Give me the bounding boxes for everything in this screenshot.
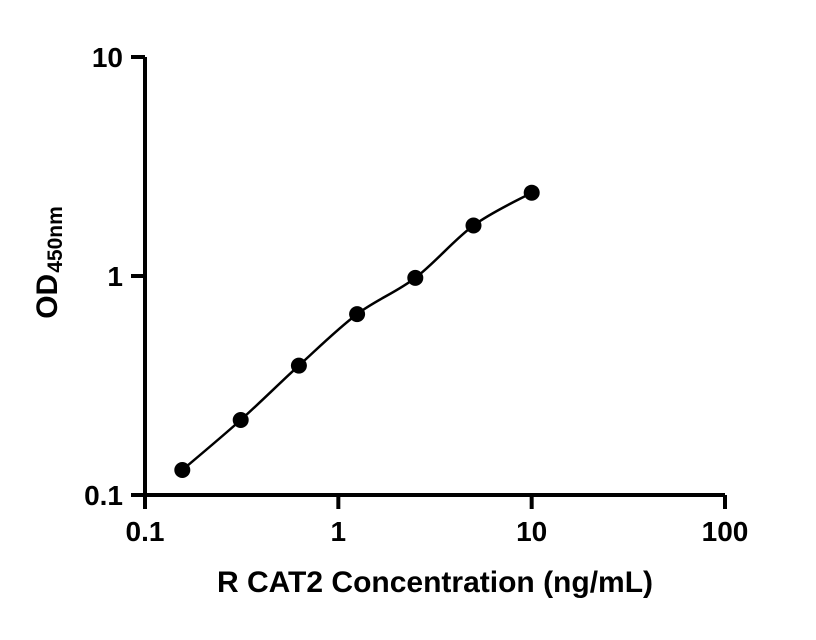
- data-point-marker: [465, 217, 482, 234]
- y-axis-label-main: OD: [31, 273, 64, 319]
- x-tick-label: 10: [516, 516, 547, 547]
- x-tick-label: 1: [331, 516, 347, 547]
- data-point-marker: [349, 306, 366, 323]
- y-axis-label-subscript: 450nm: [44, 206, 67, 273]
- x-tick-label: 0.1: [126, 516, 165, 547]
- data-point-marker: [290, 357, 307, 374]
- data-point-marker: [232, 412, 249, 428]
- data-point-marker: [407, 269, 424, 286]
- y-axis-label: OD450nm: [27, 113, 69, 413]
- standard-curve-line: [181, 191, 533, 471]
- x-tick-label: 100: [702, 516, 749, 547]
- y-tick-label: 0.1: [84, 480, 123, 511]
- data-point-marker: [523, 184, 540, 201]
- y-tick-label: 1: [107, 261, 123, 292]
- y-tick-label: 10: [92, 42, 123, 73]
- x-axis-label: R CAT2 Concentration (ng/mL): [216, 566, 654, 599]
- data-point-marker: [174, 462, 191, 478]
